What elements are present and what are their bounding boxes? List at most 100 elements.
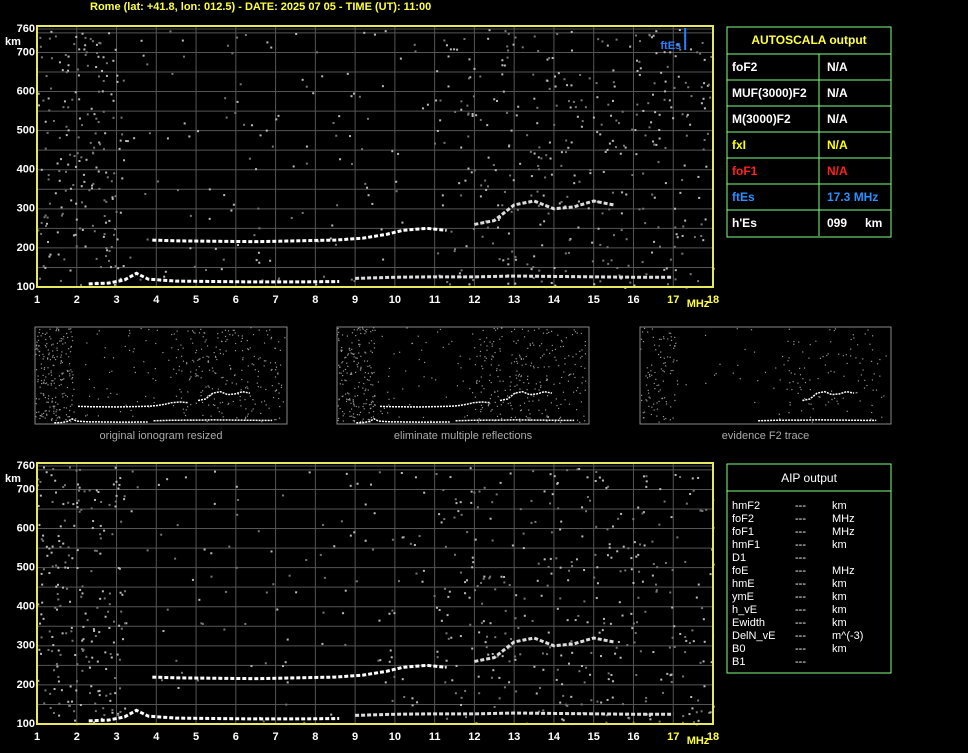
noise-dot: [271, 145, 274, 148]
noise-dot: [274, 347, 276, 349]
aip-cell: km: [832, 617, 847, 629]
noise-dot: [596, 582, 599, 585]
noise-dot: [665, 267, 668, 270]
noise-dot: [230, 209, 233, 212]
noise-dot: [559, 701, 562, 704]
noise-dot: [164, 270, 167, 273]
noise-dot: [180, 397, 183, 399]
x-tick-label: 9: [352, 294, 358, 306]
noise-dot: [489, 397, 491, 400]
noise-dot: [195, 369, 197, 371]
noise-dot: [853, 337, 855, 339]
noise-dot: [539, 345, 541, 347]
noise-dot: [507, 49, 510, 52]
noise-dot: [516, 362, 519, 364]
noise-dot: [38, 411, 40, 413]
noise-dot: [108, 627, 111, 630]
noise-dot: [119, 710, 122, 713]
noise-dot: [134, 371, 136, 374]
noise-dot: [286, 681, 289, 684]
noise-dot: [568, 239, 571, 242]
noise-dot: [58, 61, 61, 64]
noise-dot: [675, 233, 678, 236]
noise-dot: [47, 384, 49, 386]
noise-dot: [256, 382, 258, 384]
noise-dot: [371, 351, 373, 354]
noise-dot: [674, 345, 676, 347]
noise-dot: [243, 123, 246, 126]
noise-dot: [530, 268, 533, 271]
noise-dot: [580, 125, 583, 128]
noise-dot: [55, 663, 58, 666]
noise-dot: [870, 418, 872, 420]
noise-dot: [65, 125, 68, 128]
x-tick-label: 14: [548, 294, 561, 306]
noise-dot: [103, 597, 106, 600]
noise-dot: [830, 341, 832, 343]
noise-dot: [145, 340, 147, 342]
noise-dot: [607, 672, 610, 675]
noise-dot: [73, 388, 75, 390]
noise-dot: [458, 272, 461, 275]
noise-dot: [480, 404, 483, 406]
noise-dot: [156, 329, 158, 331]
noise-dot: [214, 404, 216, 407]
noise-dot: [374, 329, 376, 331]
noise-dot: [197, 130, 200, 133]
noise-dot: [652, 336, 654, 338]
noise-dot: [863, 387, 866, 389]
noise-dot: [112, 116, 115, 119]
noise-dot: [551, 330, 553, 333]
noise-dot: [467, 167, 470, 170]
noise-dot: [564, 399, 566, 401]
noise-dot: [117, 714, 120, 717]
x-tick-label: 17: [667, 294, 679, 306]
noise-dot: [53, 357, 55, 359]
noise-dot: [97, 398, 99, 400]
noise-dot: [74, 719, 77, 722]
noise-dot: [571, 651, 574, 654]
noise-dot: [43, 367, 46, 369]
noise-dot: [652, 140, 655, 143]
noise-dot: [96, 52, 99, 55]
noise-dot: [372, 405, 374, 408]
noise-dot: [559, 528, 562, 531]
noise-dot: [245, 387, 247, 389]
noise-dot: [88, 489, 91, 492]
noise-dot: [546, 395, 549, 397]
noise-dot: [91, 151, 94, 154]
noise-dot: [261, 401, 263, 403]
noise-dot: [81, 32, 84, 35]
noise-dot: [366, 399, 368, 401]
noise-dot: [51, 400, 53, 402]
noise-dot: [435, 473, 438, 476]
noise-dot: [689, 273, 692, 276]
noise-dot: [42, 382, 45, 384]
noise-dot: [55, 330, 57, 332]
noise-dot: [523, 382, 525, 384]
noise-dot: [353, 329, 355, 331]
noise-dot: [55, 387, 57, 389]
noise-dot: [655, 52, 658, 55]
noise-dot: [63, 484, 66, 487]
noise-dot: [647, 371, 649, 374]
noise-dot: [667, 283, 670, 286]
noise-dot: [40, 367, 43, 369]
noise-dot: [550, 572, 553, 575]
noise-dot: [60, 362, 62, 364]
noise-dot: [549, 352, 551, 354]
noise-dot: [112, 641, 115, 644]
noise-dot: [793, 343, 795, 345]
noise-dot: [219, 352, 222, 355]
noise-dot: [836, 400, 838, 402]
noise-dot: [566, 469, 569, 472]
noise-dot: [120, 520, 123, 523]
noise-dot: [45, 471, 48, 474]
noise-dot: [456, 385, 459, 387]
noise-dot: [476, 355, 478, 358]
noise-dot: [84, 53, 87, 56]
noise-dot: [508, 144, 511, 147]
noise-dot: [514, 258, 517, 261]
noise-dot: [547, 415, 549, 418]
noise-dot: [515, 377, 518, 379]
